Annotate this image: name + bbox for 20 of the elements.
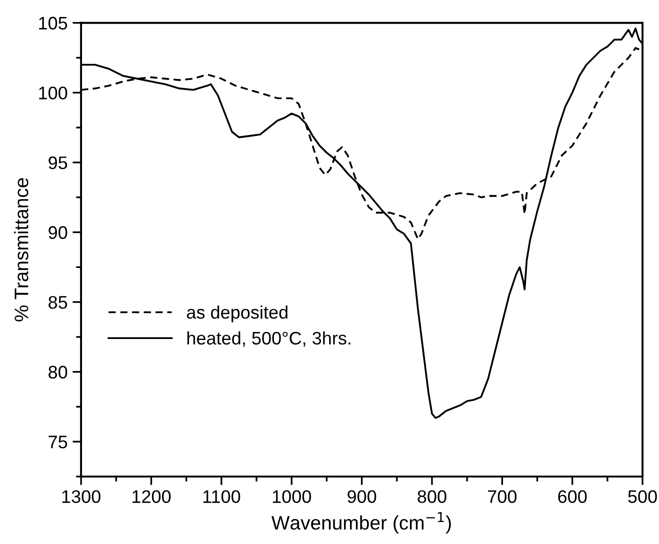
y-axis-title: % Transmittance [14, 178, 28, 322]
x-tick-label: 1000 [272, 490, 311, 503]
x-tick-label: 700 [488, 490, 517, 503]
x-axis-title: Wavenumber (cm$^{−1}$) [271, 512, 451, 534]
x-tick-label: 1300 [62, 490, 100, 503]
y-tick-label: 90 [48, 226, 68, 239]
y-tick-label: 80 [48, 366, 68, 379]
x-tick-label: 900 [348, 490, 376, 503]
x-tick-label: 500 [628, 490, 657, 503]
x-tick-label: 600 [558, 490, 587, 503]
legend-label: as deposited [186, 305, 288, 322]
y-tick-label: 85 [48, 296, 68, 309]
y-tick-label: 105 [39, 16, 68, 30]
x-tick-label: 1200 [132, 490, 171, 503]
y-tick-label: 95 [48, 156, 68, 170]
legend-label: heated, 500°C, 3hrs. [187, 331, 350, 347]
x-tick-label: 1100 [203, 490, 240, 503]
x-tick-label: 800 [418, 490, 446, 503]
y-tick-label: 75 [48, 436, 68, 448]
y-tick-label: 100 [39, 86, 68, 100]
